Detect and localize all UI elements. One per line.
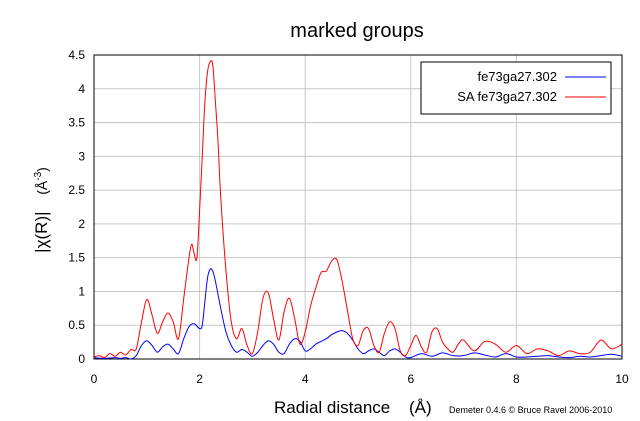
y-tick-label: 2 <box>78 217 85 231</box>
x-tick-label: 2 <box>196 372 203 386</box>
y-tick-label: 1 <box>78 284 85 298</box>
y-axis-unit-base: (Å <box>34 180 50 195</box>
y-axis-unit-close: ) <box>34 167 50 172</box>
x-axis-label: Radial distance (Å) <box>274 398 432 417</box>
legend-label-series-2: SA fe73ga27.302 <box>457 89 557 104</box>
y-tick-label: 2.5 <box>68 183 85 197</box>
legend-label-series-1: fe73ga27.302 <box>477 69 557 84</box>
x-tick-label: 10 <box>615 372 629 386</box>
x-axis-label-text: Radial distance <box>274 398 390 417</box>
y-axis-ticks: 0 0.5 1 1.5 2 2.5 3 3.5 4 4.5 <box>68 48 85 366</box>
y-tick-label: 0.5 <box>68 318 85 332</box>
credit-text: Demeter 0.4.6 © Bruce Ravel 2006-2010 <box>449 405 612 415</box>
x-tick-label: 0 <box>91 372 98 386</box>
x-tick-label: 6 <box>407 372 414 386</box>
plot-frame <box>93 54 623 360</box>
x-tick-label: 4 <box>302 372 309 386</box>
y-tick-label: 1.5 <box>68 251 85 265</box>
series-line-1 <box>93 268 623 360</box>
x-tick-label: 8 <box>513 372 520 386</box>
series-layer <box>93 59 623 360</box>
grid <box>93 54 623 360</box>
y-axis-unit-exp: -3 <box>33 171 44 180</box>
legend-box <box>420 61 612 115</box>
legend: fe73ga27.302 SA fe73ga27.302 <box>420 61 612 115</box>
y-axis-label-text: |χ(R)| <box>32 211 51 252</box>
y-tick-label: 3 <box>78 149 85 163</box>
chart-title: marked groups <box>290 20 423 42</box>
x-axis-unit: (Å) <box>409 398 432 417</box>
y-tick-label: 4 <box>78 82 85 96</box>
y-tick-label: 3.5 <box>68 116 85 130</box>
y-tick-label: 4.5 <box>68 48 85 62</box>
y-axis-label: |χ(R)| (Å-3) <box>32 167 51 253</box>
x-axis-ticks: 0 2 4 6 8 10 <box>91 372 629 386</box>
y-tick-label: 0 <box>78 352 85 366</box>
series-line-2 <box>93 59 623 359</box>
